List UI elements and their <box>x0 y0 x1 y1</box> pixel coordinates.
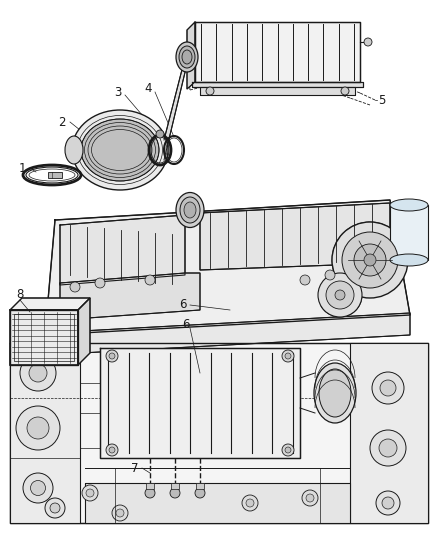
Circle shape <box>31 481 46 496</box>
Bar <box>390 205 428 260</box>
Circle shape <box>156 130 164 138</box>
Circle shape <box>106 350 118 362</box>
Circle shape <box>145 488 155 498</box>
Circle shape <box>29 364 47 382</box>
Polygon shape <box>60 215 185 285</box>
Polygon shape <box>195 22 360 82</box>
Circle shape <box>282 444 294 456</box>
Bar <box>196 483 204 489</box>
Text: 3: 3 <box>114 85 122 99</box>
Circle shape <box>285 447 291 453</box>
Polygon shape <box>45 313 410 355</box>
Ellipse shape <box>179 46 195 68</box>
Circle shape <box>326 281 354 309</box>
Circle shape <box>70 282 80 292</box>
Circle shape <box>370 430 406 466</box>
Ellipse shape <box>390 199 428 211</box>
Circle shape <box>20 355 56 391</box>
Polygon shape <box>60 273 200 320</box>
Circle shape <box>112 505 128 521</box>
Ellipse shape <box>314 363 356 423</box>
Text: 6: 6 <box>179 298 187 311</box>
Polygon shape <box>200 87 355 95</box>
Bar <box>146 483 154 489</box>
Circle shape <box>380 380 396 396</box>
Circle shape <box>95 278 105 288</box>
Circle shape <box>372 372 404 404</box>
Circle shape <box>145 275 155 285</box>
Bar <box>14 314 74 361</box>
Circle shape <box>246 499 254 507</box>
Circle shape <box>106 444 118 456</box>
Circle shape <box>16 406 60 450</box>
Text: 2: 2 <box>58 116 66 128</box>
Circle shape <box>206 87 214 95</box>
Text: 5: 5 <box>378 93 385 107</box>
Ellipse shape <box>72 110 168 190</box>
Text: 1: 1 <box>18 161 26 174</box>
Ellipse shape <box>176 192 204 228</box>
Ellipse shape <box>81 119 159 181</box>
Circle shape <box>116 509 124 517</box>
Ellipse shape <box>65 136 83 164</box>
Circle shape <box>109 353 115 359</box>
Circle shape <box>379 439 397 457</box>
Polygon shape <box>78 298 90 365</box>
Bar <box>10 310 78 365</box>
Circle shape <box>364 254 376 266</box>
Polygon shape <box>192 82 363 87</box>
Circle shape <box>242 495 258 511</box>
Circle shape <box>341 87 349 95</box>
Bar <box>171 483 179 489</box>
Circle shape <box>50 503 60 513</box>
Polygon shape <box>100 348 300 458</box>
Circle shape <box>364 38 372 46</box>
Circle shape <box>382 497 394 509</box>
Ellipse shape <box>182 50 192 64</box>
Polygon shape <box>10 298 90 310</box>
Polygon shape <box>45 200 410 335</box>
Circle shape <box>342 232 398 288</box>
Circle shape <box>285 353 291 359</box>
Circle shape <box>302 490 318 506</box>
Polygon shape <box>85 483 350 523</box>
Ellipse shape <box>184 202 196 218</box>
Circle shape <box>170 488 180 498</box>
Polygon shape <box>10 343 80 523</box>
Text: 8: 8 <box>16 288 24 302</box>
Polygon shape <box>164 50 187 160</box>
Bar <box>48 172 62 178</box>
Circle shape <box>82 485 98 501</box>
Text: 7: 7 <box>131 462 139 474</box>
Circle shape <box>300 275 310 285</box>
Circle shape <box>27 417 49 439</box>
Polygon shape <box>10 310 78 365</box>
Polygon shape <box>10 343 428 523</box>
Circle shape <box>332 222 408 298</box>
Circle shape <box>23 473 53 503</box>
Circle shape <box>325 270 335 280</box>
Ellipse shape <box>319 369 351 417</box>
Circle shape <box>282 350 294 362</box>
Text: 4: 4 <box>144 82 152 94</box>
Circle shape <box>306 494 314 502</box>
Circle shape <box>354 244 386 276</box>
Circle shape <box>318 273 362 317</box>
Circle shape <box>86 489 94 497</box>
Circle shape <box>45 498 65 518</box>
Circle shape <box>195 488 205 498</box>
Circle shape <box>335 290 345 300</box>
Ellipse shape <box>180 197 200 223</box>
Polygon shape <box>187 22 195 89</box>
Ellipse shape <box>390 254 428 266</box>
Polygon shape <box>350 343 428 523</box>
Polygon shape <box>200 203 390 270</box>
Circle shape <box>109 447 115 453</box>
Circle shape <box>376 491 400 515</box>
Text: 6: 6 <box>182 319 190 332</box>
Ellipse shape <box>176 42 198 72</box>
